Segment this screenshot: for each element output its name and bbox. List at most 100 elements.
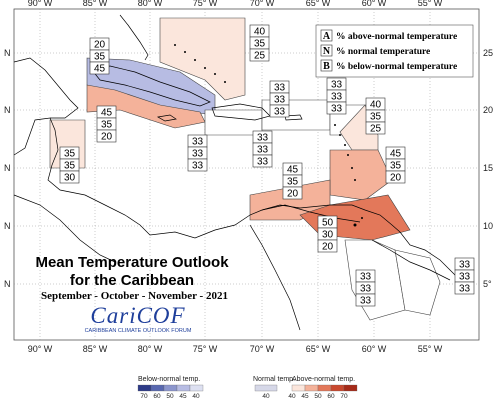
prob-value: 30 <box>322 230 334 241</box>
map-subtitle: September - October - November - 2021 <box>41 290 228 302</box>
colorbar-above-swatch <box>291 384 306 392</box>
colorbar-below-tick: 50 <box>166 393 174 400</box>
island-dots <box>174 44 363 227</box>
legend-description: % above-normal temperature <box>336 32 457 42</box>
prob-value: 35 <box>94 52 106 63</box>
prob-value: 33 <box>360 296 372 307</box>
prob-cell <box>454 281 475 295</box>
prob-value: 20 <box>322 242 334 253</box>
logo-subtext: CARIBBEAN CLIMATE OUTLOOK FORUM <box>84 328 192 334</box>
prob-cell <box>355 293 376 307</box>
forecast-regions <box>49 17 441 321</box>
prob-value: 33 <box>257 145 269 156</box>
colorbar-below-swatch <box>150 384 165 392</box>
prob-value: 20 <box>287 189 299 200</box>
lon-label-top: 80° W <box>138 0 163 8</box>
prob-cell <box>96 129 117 143</box>
lon-label-top: 65° W <box>306 0 331 8</box>
colorbar-above-swatch <box>343 384 358 392</box>
logo-text: CariCOF <box>90 303 186 328</box>
lat-label-right: 25 <box>483 48 493 58</box>
prob-value: 35 <box>370 112 382 123</box>
colorbar-above-label: Above-normal temp. <box>292 376 356 383</box>
colorbar-normal-tick: 40 <box>262 393 270 400</box>
legend-description: % normal temperature <box>336 47 430 57</box>
lon-label-bottom: 60° W <box>362 344 387 354</box>
lon-label-top: 60° W <box>362 0 387 8</box>
prob-value: 33 <box>360 284 372 295</box>
colorbar-above-tick: 60 <box>327 393 335 400</box>
colorbar-above-tick: 70 <box>340 393 348 400</box>
prob-value: 33 <box>331 80 343 91</box>
lon-label-bottom: 55° W <box>418 344 443 354</box>
probability-boxes: 4035252035454535203535303333333333333333… <box>59 24 475 307</box>
caricof-logo: CariCOF CARIBBEAN CLIMATE OUTLOOK FORUM <box>58 303 218 334</box>
prob-value: 33 <box>192 149 204 160</box>
colorbar-normal-label: Normal temp. <box>253 376 296 383</box>
lat-label-left: N <box>4 221 11 231</box>
prob-cell <box>282 186 303 200</box>
lon-label-top: 70° W <box>250 0 275 8</box>
colorbar-below-swatch <box>189 384 204 392</box>
lon-label-top: 75° W <box>193 0 218 8</box>
coastlines <box>13 14 466 331</box>
prob-cell <box>326 101 347 115</box>
prob-value: 33 <box>331 92 343 103</box>
prob-value: 33 <box>192 161 204 172</box>
prob-value: 50 <box>322 218 334 229</box>
prob-value: 35 <box>287 177 299 188</box>
colorbar-below-swatch <box>176 384 191 392</box>
prob-cell <box>385 170 406 184</box>
prob-value: 35 <box>101 120 113 131</box>
colorbar-below-tick: 40 <box>192 393 200 400</box>
lat-label-right: 10 <box>483 221 493 231</box>
colorbar-above-swatch <box>330 384 345 392</box>
prob-cell <box>269 104 290 118</box>
lon-label-bottom: 65° W <box>306 344 331 354</box>
region-suriname <box>394 249 441 316</box>
lon-label-top: 55° W <box>418 0 443 8</box>
colorbar-above-swatch <box>317 384 332 392</box>
colorbar-below-tick: 70 <box>140 393 148 400</box>
prob-value: 20 <box>101 132 113 143</box>
prob-value: 40 <box>254 27 266 38</box>
colorbar-below-tick: 60 <box>153 393 161 400</box>
lat-label-right: 15 <box>483 163 493 173</box>
prob-value: 35 <box>64 161 76 172</box>
prob-cell <box>187 158 208 172</box>
legend-letter: B <box>323 61 330 72</box>
prob-value: 30 <box>64 173 76 184</box>
axis-labels: 90° W 90° W 85° W 85° W 80° W 80° W 75° W 75° W… <box>4 0 493 354</box>
venezuela-coast <box>261 204 361 223</box>
lat-label-left: N <box>4 105 11 115</box>
map-title-line1: Mean Temperature Outlook <box>35 254 229 271</box>
prob-value: 35 <box>64 149 76 160</box>
prob-cell <box>365 121 386 135</box>
south-america-interior <box>249 224 301 331</box>
prob-cell <box>317 239 338 253</box>
prob-value: 20 <box>94 40 106 51</box>
lat-label-right: 5° <box>483 279 492 289</box>
legend-key-box <box>320 44 333 57</box>
prob-value: 33 <box>459 284 471 295</box>
cuba-coast <box>91 65 211 107</box>
yucatan-coast <box>13 117 466 291</box>
lon-label-bottom: 80° W <box>138 344 163 354</box>
prob-value: 45 <box>101 108 113 119</box>
colorbar-below-swatch <box>137 384 152 392</box>
prob-value: 33 <box>257 133 269 144</box>
prob-value: 33 <box>274 83 286 94</box>
legend-box: A % above-normal temperature N % normal tem… <box>315 24 474 78</box>
colorbar-above-tick: 50 <box>314 393 322 400</box>
prob-cell <box>89 61 110 75</box>
prob-value: 20 <box>390 173 402 184</box>
